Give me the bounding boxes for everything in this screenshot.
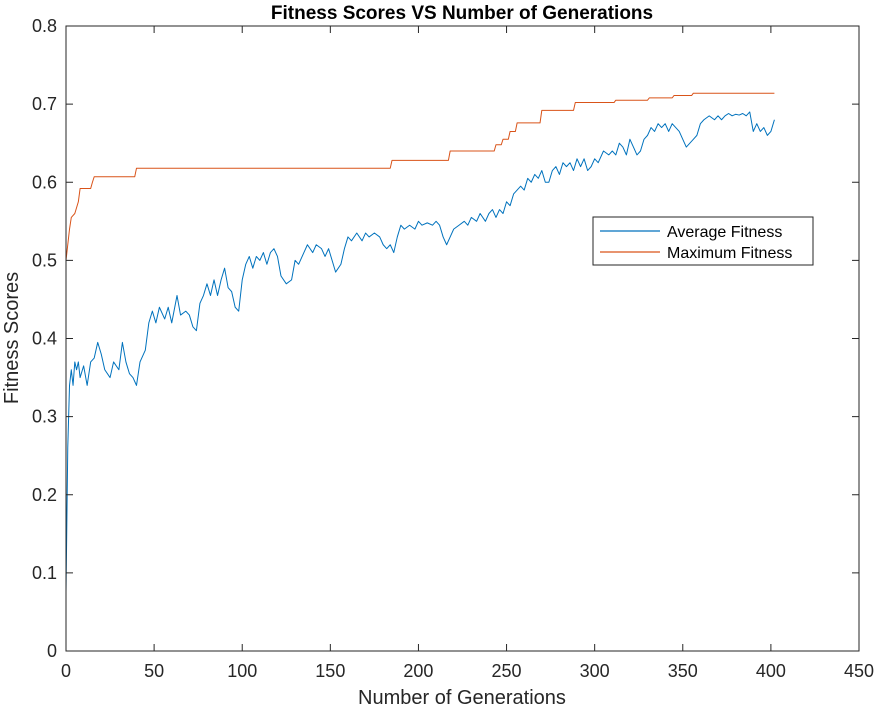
y-tick-label: 0.5 bbox=[32, 250, 57, 270]
x-axis-label: Number of Generations bbox=[358, 687, 566, 707]
x-tick-label: 50 bbox=[144, 661, 164, 681]
x-tick-label: 450 bbox=[844, 661, 874, 681]
series-line-maximum-fitness bbox=[65, 92, 775, 261]
y-axis-label: Fitness Scores bbox=[1, 272, 23, 404]
legend-label-maximum-fitness: Maximum Fitness bbox=[667, 245, 792, 262]
x-tick-label: 300 bbox=[580, 661, 610, 681]
y-tick-labels: 0 0.1 0.2 0.3 0.4 0.5 0.6 0.7 0.8 bbox=[32, 16, 57, 661]
legend-box bbox=[592, 216, 814, 266]
y-tick-label: 0.8 bbox=[32, 16, 57, 36]
y-tick-label: 0 bbox=[47, 641, 57, 661]
legend: Average Fitness Maximum Fitness bbox=[592, 216, 814, 266]
x-tick-label: 350 bbox=[668, 661, 698, 681]
x-tick-label: 400 bbox=[756, 661, 786, 681]
y-tick-label: 0.2 bbox=[32, 485, 57, 505]
y-tick-label: 0.3 bbox=[32, 407, 57, 427]
x-tick-labels: 0 50 100 150 200 250 300 350 400 450 bbox=[61, 661, 874, 681]
y-tick-label: 0.6 bbox=[32, 172, 57, 192]
y-tick-label: 0.1 bbox=[32, 563, 57, 583]
legend-label-average-fitness: Average Fitness bbox=[667, 224, 782, 241]
x-tick-label: 150 bbox=[315, 661, 345, 681]
x-tick-label: 200 bbox=[403, 661, 433, 681]
plot-area bbox=[66, 26, 859, 651]
y-tick-label: 0.4 bbox=[32, 329, 57, 349]
series-lines bbox=[65, 92, 775, 593]
x-tick-label: 250 bbox=[492, 661, 522, 681]
x-tick-label: 0 bbox=[61, 661, 71, 681]
x-tick-label: 100 bbox=[227, 661, 257, 681]
series-line-average-fitness bbox=[65, 111, 775, 593]
axes-box bbox=[65, 25, 860, 652]
chart-title: Fitness Scores VS Number of Generations bbox=[271, 3, 653, 24]
y-tick-label: 0.7 bbox=[32, 94, 57, 114]
